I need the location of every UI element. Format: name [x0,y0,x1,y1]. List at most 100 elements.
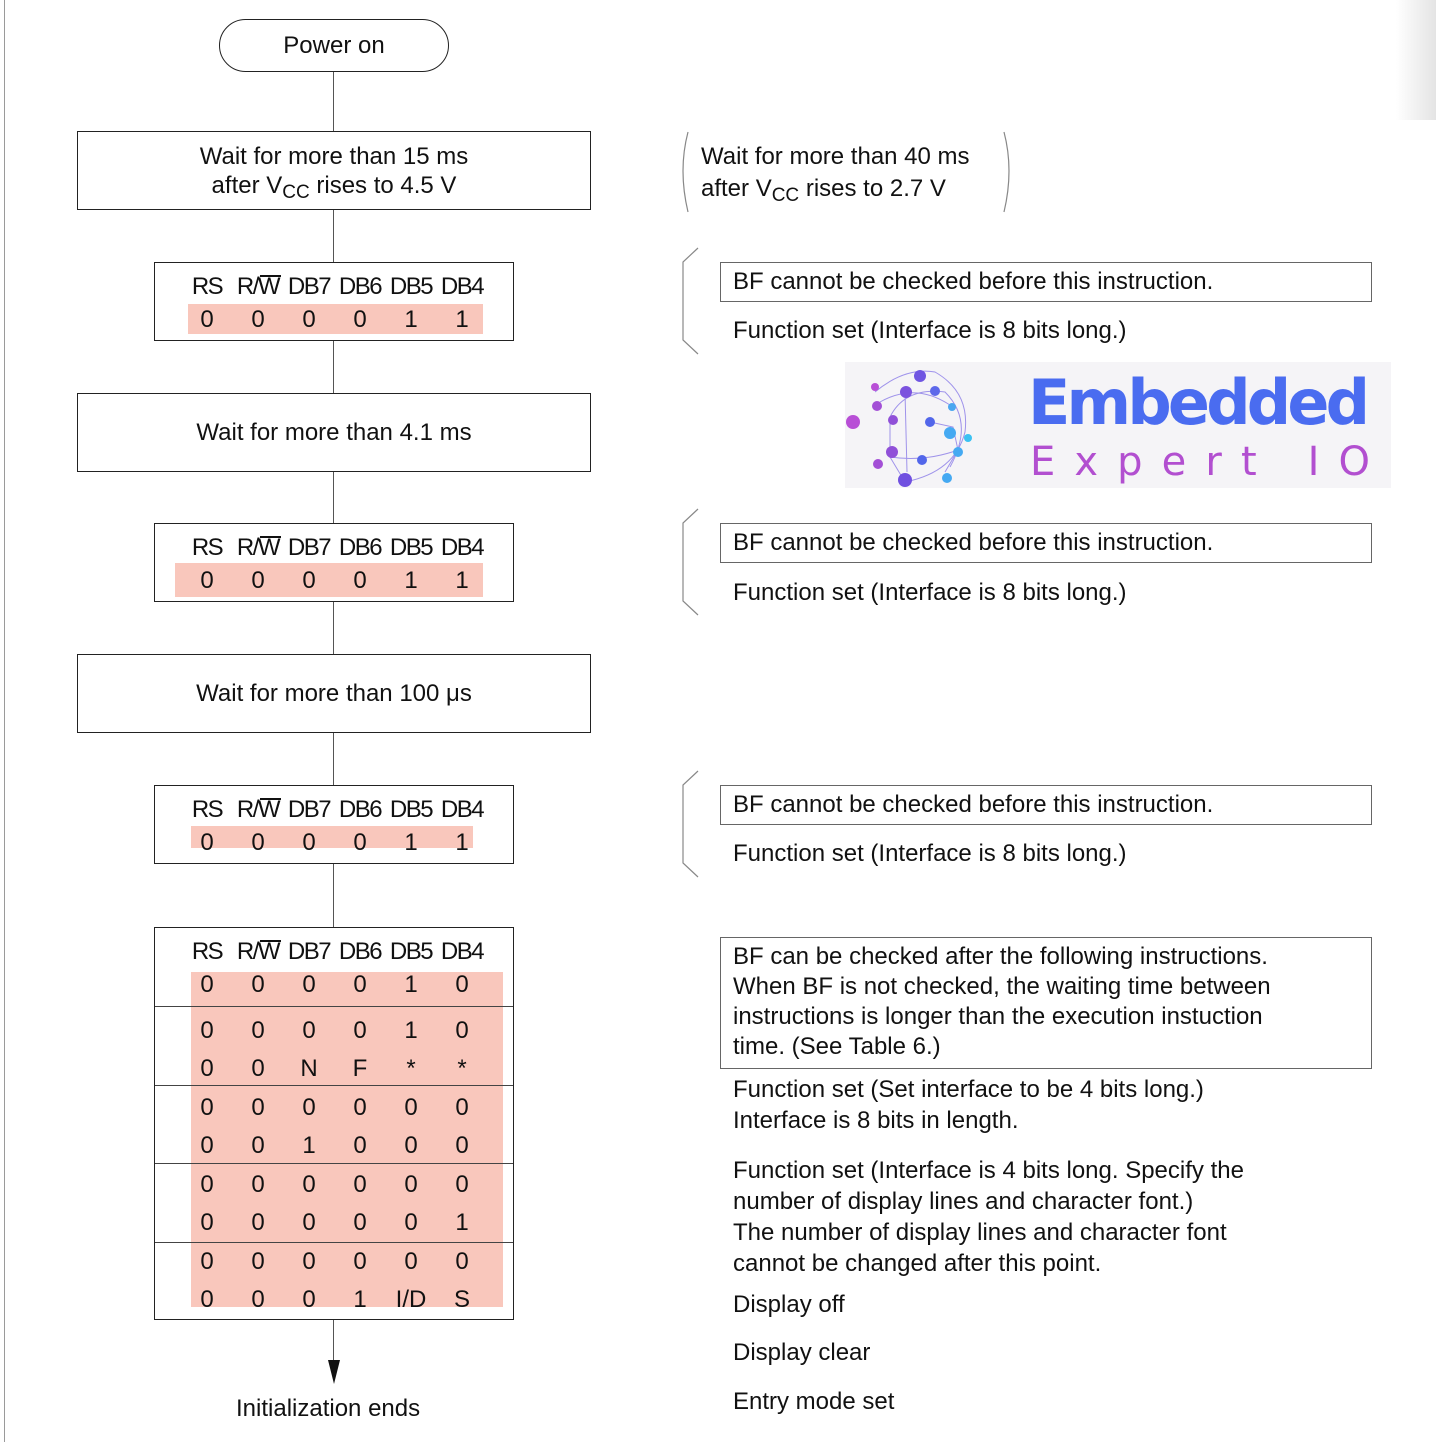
register-header: DB7 [287,938,332,965]
wait-line: Wait for more than 4.1 ms [196,419,472,446]
connector [333,864,334,927]
row-divider [155,1085,513,1086]
register-bit: 1 [302,1132,316,1159]
alt-wait-text: Wait for more than 40 ms after VCC rises… [701,143,970,206]
register-bit: 0 [455,971,469,998]
register-bit: 0 [251,1017,265,1044]
register-bit: I/D [395,1286,427,1313]
bf-note-3: BF cannot be checked before this instruc… [720,785,1372,825]
register-bit: 1 [404,829,418,856]
register-bit: 0 [302,1248,316,1275]
register-bit: 0 [404,1132,418,1159]
brace-2 [682,508,699,616]
register-bit: 1 [455,829,469,856]
register-header: R/W [236,938,281,965]
register-bit: 0 [302,829,316,856]
register-bit: * [406,1055,416,1082]
register-bit: 0 [251,1132,265,1159]
register-bit: 0 [353,829,367,856]
register-bit: 0 [455,1248,469,1275]
register-bit: 0 [200,567,214,594]
register-header: DB4 [440,273,485,300]
register-bit: 0 [251,1209,265,1236]
register-bit: 0 [302,1209,316,1236]
register-bit: 1 [455,306,469,333]
register-bit: 0 [251,829,265,856]
register-bit: 0 [200,1017,214,1044]
register-bit: 0 [251,971,265,998]
alt-wait-bracket [682,131,1010,213]
register-header: DB7 [287,273,332,300]
register-header: DB5 [389,273,434,300]
register-bit: 0 [404,1209,418,1236]
register-bit: 1 [404,306,418,333]
register-header: DB5 [389,534,434,561]
register-header: RS [191,534,224,561]
register-bit: 0 [251,1094,265,1121]
wait-step-2: Wait for more than 4.1 ms [77,393,591,472]
register-bit: 0 [302,1286,316,1313]
register-table-4: RS R/W DB7 DB6 DB5 DB4 0 0 0 0 1 0 0 0 0 0 1 0 0 0 N F * * 0 0 0 0 0… [154,927,514,1320]
register-bit: 0 [353,1248,367,1275]
register-bit: 0 [353,1132,367,1159]
wait-line: Wait for more than 15 ms [199,142,469,170]
register-bit: 0 [200,1055,214,1082]
svg-text:Embedded: Embedded [1028,366,1370,439]
register-bit: 0 [353,306,367,333]
register-header: RS [191,938,224,965]
arrow-down-icon [328,1360,340,1384]
register-header: R/W [236,796,281,823]
register-bit: 0 [302,1017,316,1044]
register-bit: 0 [455,1017,469,1044]
register-bit: 1 [353,1286,367,1313]
register-header: RS [191,273,224,300]
register-bit: 0 [251,1286,265,1313]
function-set-4bit: Function set (Set interface to be 4 bits… [733,1076,1204,1134]
register-bit: 0 [404,1094,418,1121]
function-set-3: Function set (Interface is 8 bits long.) [733,840,1127,867]
wait-line: Wait for more than 100 μs [196,680,472,707]
register-bit: 0 [200,1286,214,1313]
register-bit: 0 [302,306,316,333]
register-bit: 0 [200,1094,214,1121]
register-bit: * [457,1055,467,1082]
register-header: DB7 [287,796,332,823]
embedded-expert-io-logo: Embedded Expert IO [845,362,1391,488]
highlight [191,972,503,1307]
register-bit: 0 [455,1171,469,1198]
register-bit: 1 [455,567,469,594]
connector [333,471,334,523]
register-bit: 0 [200,1248,214,1275]
register-bit: F [352,1055,368,1082]
register-table-1: RS R/W DB7 DB6 DB5 DB4 0 0 0 0 1 1 [154,262,514,341]
bf-note-1: BF cannot be checked before this instruc… [720,262,1372,302]
register-header: R/W [236,273,281,300]
entry-mode-set: Entry mode set [733,1388,895,1415]
brace-1 [682,247,699,355]
function-set-2: Function set (Interface is 8 bits long.) [733,579,1127,606]
register-header: DB5 [389,796,434,823]
register-bit: 0 [353,567,367,594]
register-bit: 0 [353,1017,367,1044]
register-header: R/W [236,534,281,561]
register-header: DB5 [389,938,434,965]
row-divider [155,1006,513,1007]
wait-step-3: Wait for more than 100 μs [77,654,591,733]
register-bit: 0 [200,1132,214,1159]
highlight [175,563,483,597]
highlight [188,304,483,334]
register-bit: 0 [302,971,316,998]
row-divider [155,1163,513,1164]
register-bit: 0 [200,1209,214,1236]
register-bit: 0 [404,1171,418,1198]
register-table-2: RS R/W DB7 DB6 DB5 DB4 0 0 0 0 1 1 [154,523,514,602]
register-bit: 1 [404,1017,418,1044]
register-header: DB4 [440,796,485,823]
start-label: Power on [283,32,385,59]
register-bit: 0 [251,1055,265,1082]
brace-3 [682,770,699,878]
register-bit: 0 [353,1209,367,1236]
register-bit: 0 [251,1171,265,1198]
register-header: DB4 [440,534,485,561]
connector [333,602,334,654]
